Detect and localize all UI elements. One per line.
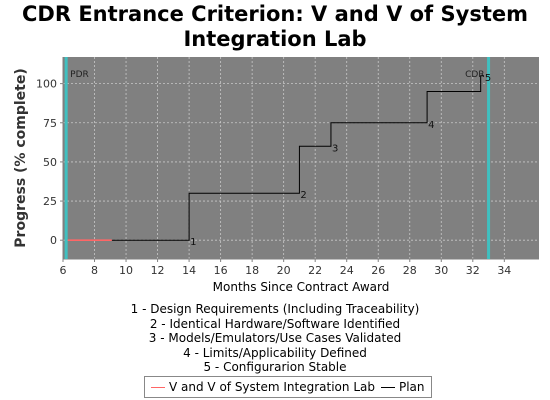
x-tick-label: 22 [308, 264, 322, 277]
x-tick-label: 24 [340, 264, 354, 277]
milestone-note: 4 - Limits/Applicability Defined [183, 345, 367, 360]
x-tick-label: 34 [497, 264, 511, 277]
legend-label-plan: Plan [398, 380, 425, 394]
series-line-plan [111, 75, 484, 241]
marker-label-cdr: CDR [465, 70, 484, 80]
y-tick-label: 0 [50, 234, 57, 247]
x-tick-label: 28 [403, 264, 417, 277]
legend-item-plan: Plan [380, 379, 425, 395]
milestone-note: 1 - Design Requirements (Including Trace… [130, 302, 420, 316]
x-tick-label: 12 [151, 264, 165, 277]
chart-legend: V and V of System Integration Lab Plan [144, 376, 432, 398]
legend-label-actual: V and V of System Integration Lab [169, 380, 375, 394]
milestone-note: 2 - Identical Hardware/Software Identifi… [149, 316, 401, 331]
milestone-point-label: 3 [332, 143, 338, 154]
marker-label-pdr: PDR [70, 70, 89, 80]
x-tick-label: 26 [371, 264, 385, 277]
legend-swatch-plan [380, 386, 395, 388]
milestone-point-label: 2 [300, 190, 306, 201]
legend-item-actual: V and V of System Integration Lab [151, 379, 375, 395]
y-tick-label: 100 [36, 78, 57, 91]
x-tick-label: 32 [466, 264, 480, 277]
milestone-point-label: 4 [428, 120, 434, 131]
chart-title: CDR Entrance Criterion: V and V of Syste… [22, 2, 528, 51]
milestone-notes: 1 - Design Requirements (Including Trace… [0, 302, 550, 375]
milestone-point-label: 5 [485, 73, 491, 84]
milestone-note: 5 - Configurarion Stable [203, 360, 347, 374]
x-tick-label: 20 [277, 264, 291, 277]
y-tick-label: 50 [43, 156, 57, 169]
x-axis-title: Months Since Contract Award [213, 280, 390, 294]
y-tick-label: 25 [43, 195, 57, 208]
x-tick-label: 6 [60, 264, 67, 277]
milestone-point-label: 1 [190, 237, 196, 248]
x-tick-label: 30 [434, 264, 448, 277]
plot-area [63, 57, 539, 259]
y-axis-title: Progress (% complete) [13, 68, 29, 247]
y-tick-label: 75 [43, 117, 57, 130]
legend-swatch-actual [151, 386, 165, 388]
x-tick-label: 18 [245, 264, 259, 277]
x-tick-label: 8 [91, 264, 98, 277]
x-tick-label: 14 [182, 264, 196, 277]
x-tick-label: 10 [119, 264, 133, 277]
milestone-note: 3 - Models/Emulators/Use Cases Validated [148, 331, 402, 345]
x-tick-label: 16 [214, 264, 228, 277]
